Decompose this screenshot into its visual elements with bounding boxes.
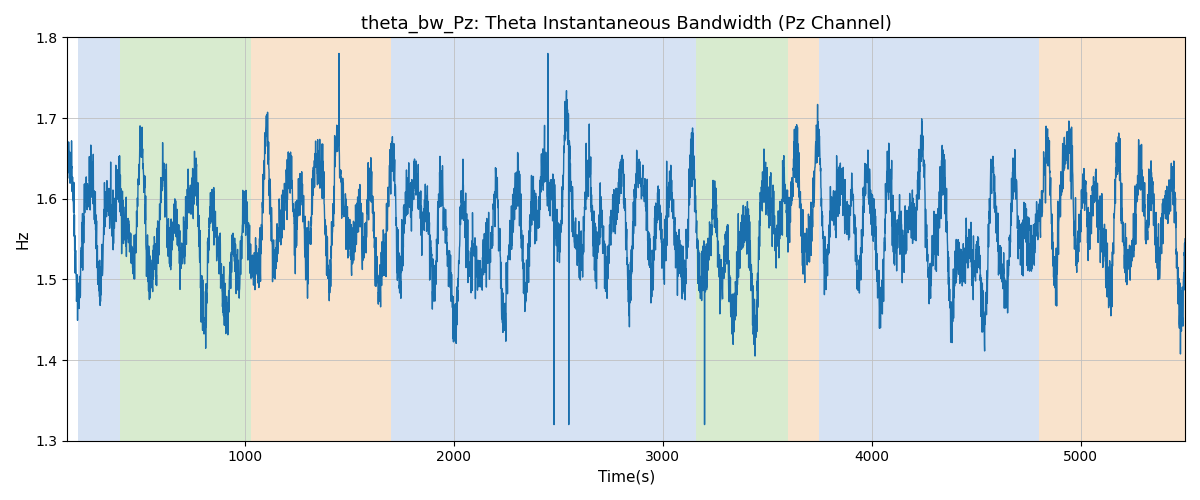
Bar — [120, 38, 251, 440]
Bar — [78, 38, 120, 440]
Bar — [820, 38, 1039, 440]
Y-axis label: Hz: Hz — [16, 230, 30, 249]
Bar — [1039, 38, 1184, 440]
Bar — [391, 38, 676, 440]
X-axis label: Time(s): Time(s) — [598, 470, 655, 485]
Bar — [788, 38, 820, 440]
Bar — [251, 38, 391, 440]
Bar — [696, 38, 788, 440]
Title: theta_bw_Pz: Theta Instantaneous Bandwidth (Pz Channel): theta_bw_Pz: Theta Instantaneous Bandwid… — [361, 15, 892, 34]
Bar — [676, 38, 696, 440]
